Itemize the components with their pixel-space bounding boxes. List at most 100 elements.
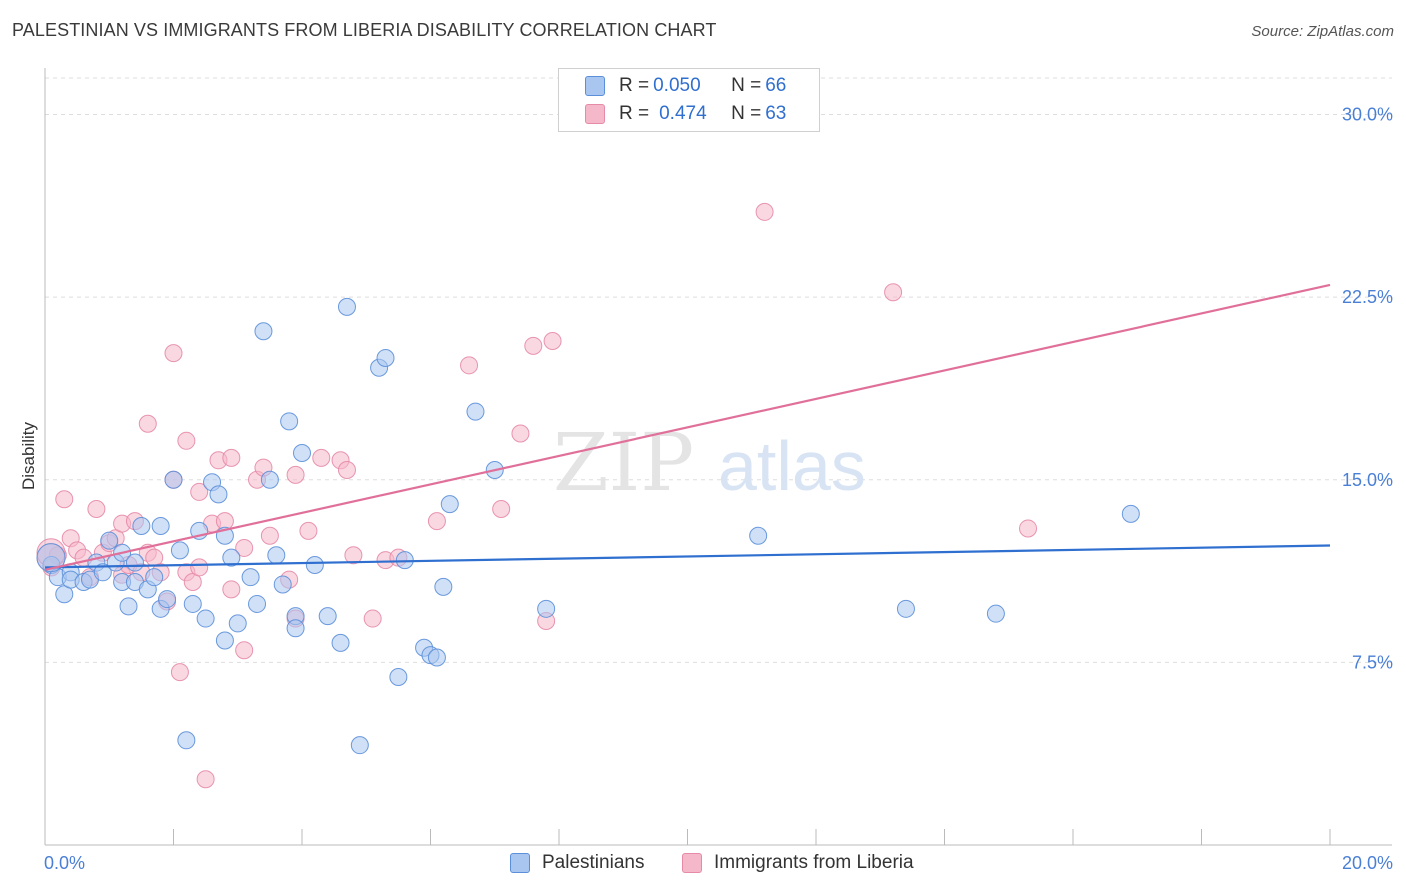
data-point-palestinians xyxy=(177,731,196,750)
tick-labels: 7.5% 15.0% 22.5% 30.0% 0.0% 20.0% xyxy=(44,105,1393,873)
data-point-palestinians xyxy=(100,531,119,550)
legend-swatch-blue xyxy=(510,853,530,873)
data-point-palestinians xyxy=(337,297,356,316)
data-point-palestinians xyxy=(151,517,170,536)
data-point-palestinians xyxy=(389,667,408,686)
data-point-palestinians xyxy=(331,633,350,652)
data-point-palestinians xyxy=(222,548,241,567)
data-point-palestinians xyxy=(183,594,202,613)
n-value: 63 xyxy=(765,103,787,124)
data-point-palestinians xyxy=(896,599,915,618)
data-point-palestinians xyxy=(215,631,234,650)
watermark: ZIP atlas xyxy=(553,416,866,509)
x-tick-label: 0.0% xyxy=(44,853,85,873)
legend-swatch-pink xyxy=(585,104,605,124)
data-point-liberia xyxy=(196,770,215,789)
legend-label: Immigrants from Liberia xyxy=(714,852,914,873)
data-point-palestinians xyxy=(986,604,1005,623)
data-point-palestinians xyxy=(260,470,279,489)
data-point-palestinians xyxy=(209,485,228,504)
legend-swatch-blue xyxy=(585,76,605,96)
data-point-palestinians xyxy=(158,590,177,609)
data-point-palestinians xyxy=(305,555,324,574)
data-point-palestinians xyxy=(196,609,215,628)
data-point-liberia xyxy=(138,414,157,433)
stats-legend: R = 0.050 N = 66 R = 0.474 N = 63 xyxy=(558,68,820,132)
y-tick-label: 22.5% xyxy=(1342,287,1393,307)
data-point-palestinians xyxy=(170,541,189,560)
legend-label: Palestinians xyxy=(542,852,645,873)
source-prefix: Source: xyxy=(1251,23,1308,40)
data-point-liberia xyxy=(344,546,363,565)
data-point-liberia xyxy=(235,538,254,557)
chart-title: PALESTINIAN VS IMMIGRANTS FROM LIBERIA D… xyxy=(12,20,717,40)
data-point-palestinians xyxy=(145,568,164,587)
data-point-palestinians xyxy=(241,568,260,587)
y-axis-label: Disability xyxy=(19,421,38,490)
data-point-palestinians xyxy=(1121,504,1140,523)
data-point-liberia xyxy=(1019,519,1038,538)
legend-item-liberia[interactable]: Immigrants from Liberia xyxy=(682,852,914,874)
y-tick-label: 7.5% xyxy=(1352,652,1393,672)
trend-line-palestinians xyxy=(44,544,1331,569)
stats-legend-row-liberia: R = 0.474 N = 63 xyxy=(559,101,786,127)
data-point-liberia xyxy=(543,331,562,350)
data-point-liberia xyxy=(524,336,543,355)
trend-line-liberia xyxy=(44,283,1331,571)
stats-legend-row-palestinians: R = 0.050 N = 66 xyxy=(559,73,786,99)
watermark-atlas: atlas xyxy=(718,427,866,505)
legend-swatch-pink xyxy=(682,853,702,873)
data-point-liberia xyxy=(337,461,356,480)
data-point-liberia xyxy=(755,202,774,221)
data-point-liberia xyxy=(170,663,189,682)
data-point-palestinians xyxy=(749,526,768,545)
trend-lines xyxy=(44,283,1331,571)
data-point-palestinians xyxy=(93,563,112,582)
data-point-palestinians xyxy=(318,607,337,626)
series-legend: Palestinians Immigrants from Liberia xyxy=(0,852,1406,878)
data-point-liberia xyxy=(55,490,74,509)
data-point-palestinians xyxy=(537,599,556,618)
data-point-palestinians xyxy=(228,614,247,633)
data-point-liberia xyxy=(312,448,331,467)
data-point-palestinians xyxy=(350,736,369,755)
data-point-liberia xyxy=(460,356,479,375)
data-point-liberia xyxy=(260,526,279,545)
data-point-liberia xyxy=(884,283,903,302)
data-point-liberia xyxy=(222,580,241,599)
data-point-palestinians xyxy=(376,349,395,368)
data-point-liberia xyxy=(492,499,511,518)
data-point-liberia xyxy=(177,431,196,450)
data-point-palestinians xyxy=(286,619,305,638)
data-point-palestinians xyxy=(36,543,66,573)
data-point-palestinians xyxy=(280,412,299,431)
data-point-palestinians xyxy=(125,553,144,572)
n-label: N = xyxy=(731,103,762,124)
series-liberia-points xyxy=(36,202,1038,789)
r-value: 0.474 xyxy=(659,103,707,124)
r-label: R = xyxy=(619,103,650,124)
source-credit: Source: ZipAtlas.com xyxy=(1251,23,1394,40)
data-point-palestinians xyxy=(466,402,485,421)
data-point-liberia xyxy=(427,512,446,531)
source-name: ZipAtlas.com xyxy=(1307,23,1394,40)
data-point-liberia xyxy=(164,344,183,363)
data-point-palestinians xyxy=(119,597,138,616)
data-point-liberia xyxy=(511,424,530,443)
series-palestinians-points xyxy=(36,297,1140,755)
y-tick-label: 30.0% xyxy=(1342,105,1393,125)
data-point-liberia xyxy=(363,609,382,628)
data-point-liberia xyxy=(87,499,106,518)
x-tick-label: 20.0% xyxy=(1342,853,1393,873)
data-point-liberia xyxy=(190,558,209,577)
y-tick-label: 15.0% xyxy=(1342,470,1393,490)
data-point-palestinians xyxy=(164,470,183,489)
data-point-liberia xyxy=(235,641,254,660)
n-value: 66 xyxy=(765,75,787,96)
legend-item-palestinians[interactable]: Palestinians xyxy=(510,852,644,874)
data-point-palestinians xyxy=(248,594,267,613)
data-point-palestinians xyxy=(440,495,459,514)
data-point-liberia xyxy=(222,448,241,467)
data-point-palestinians xyxy=(132,517,151,536)
